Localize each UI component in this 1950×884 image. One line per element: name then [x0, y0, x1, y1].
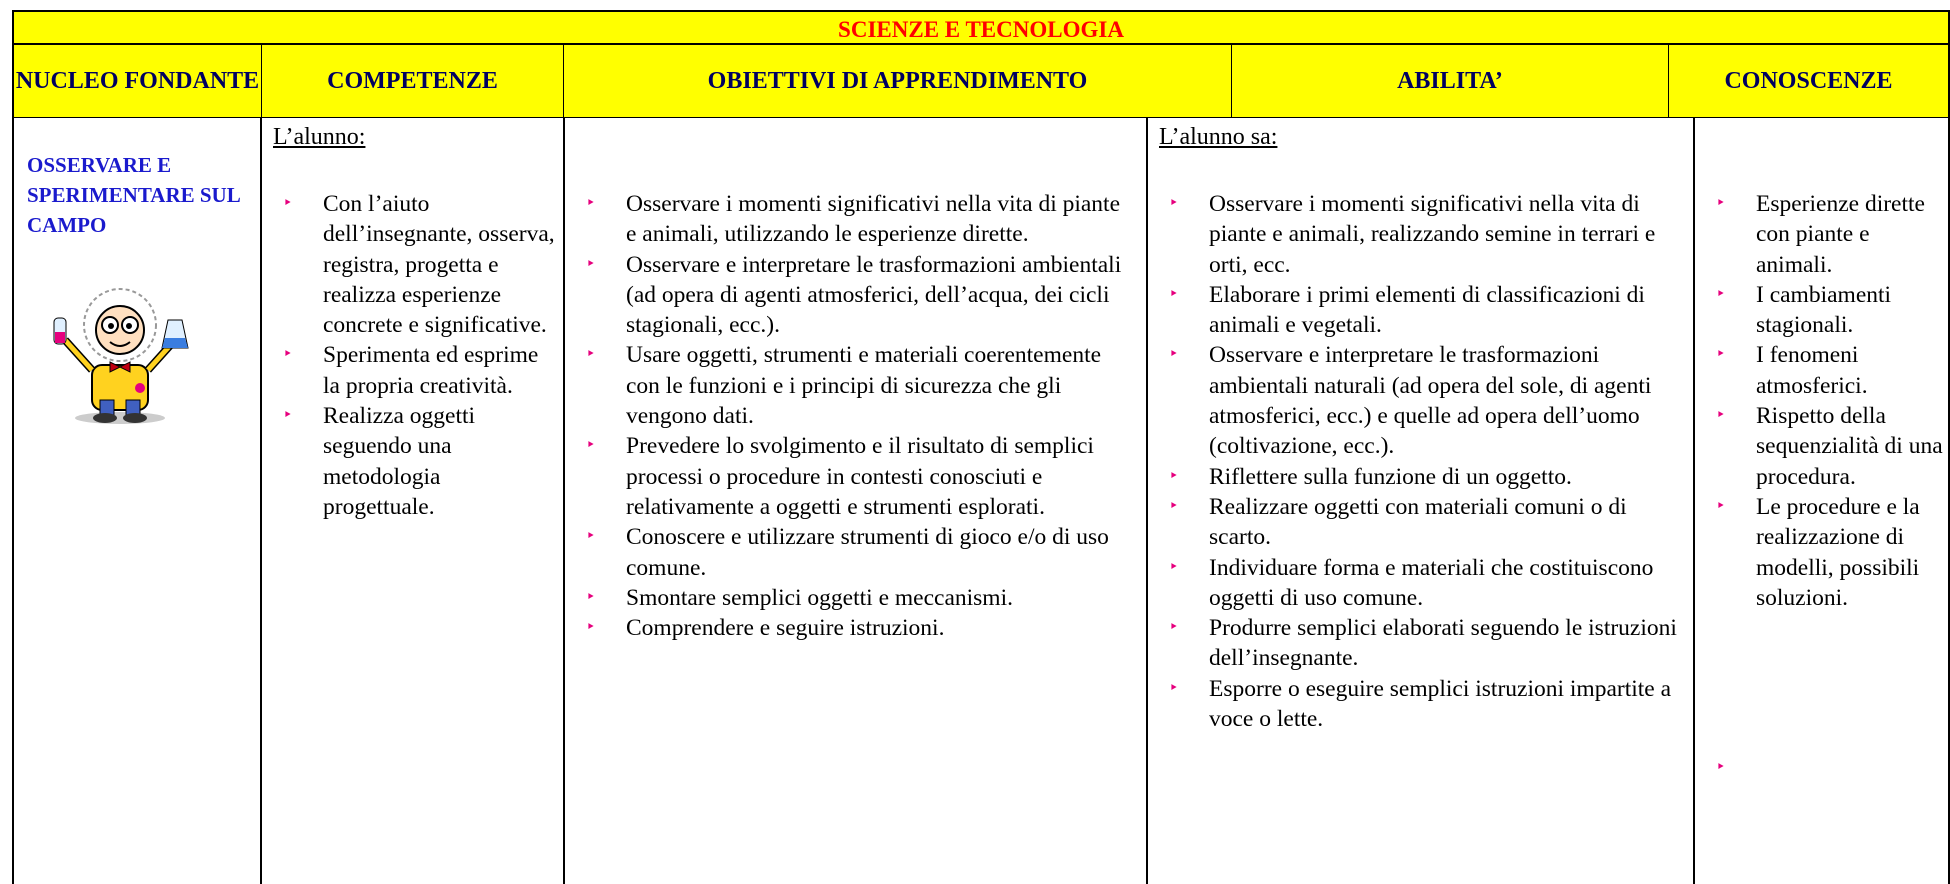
list-item: ‣ I cambiamenti stagionali.	[1716, 280, 1946, 341]
bullet: ‣	[586, 528, 596, 546]
bullet: ‣	[1716, 195, 1726, 212]
column-divider	[563, 117, 565, 884]
abilita-intro: L’alunno sa:	[1159, 124, 1278, 150]
item-text: Osservare e interpretare le trasformazio…	[1209, 342, 1652, 460]
empty-bullet: ‣	[1716, 759, 1726, 776]
competenze-list: ‣ Con l’aiuto dell’insegnante, osserva, r…	[283, 189, 555, 522]
table-body	[12, 117, 1950, 884]
item-text: Sperimenta ed esprime la propria creativ…	[323, 342, 539, 399]
bullet: ‣	[1169, 679, 1179, 697]
list-item: ‣ Elaborare i primi elementi di classific…	[1169, 280, 1689, 341]
bullet: ‣	[1169, 285, 1179, 303]
list-item: ‣ Osservare e interpretare le trasformazi…	[586, 250, 1136, 341]
bullet: ‣	[1716, 407, 1726, 425]
table-title: SCIENZE E TECNOLOGIA	[12, 10, 1950, 45]
list-item: ‣ Osservare i momenti significativi nella…	[586, 189, 1136, 250]
bullet: ‣	[1716, 285, 1726, 303]
bullet: ‣	[1169, 467, 1179, 485]
list-item: ‣ Esperienze dirette con piante e animali…	[1716, 189, 1946, 280]
bullet: ‣	[283, 195, 293, 212]
item-text: Conoscere e utilizzare strumenti di gioc…	[626, 524, 1109, 581]
list-item: ‣ Rispetto della sequenzialità di una pro…	[1716, 401, 1946, 492]
item-text: Osservare i momenti significativi nella …	[1209, 191, 1656, 278]
list-item: ‣ Realizza oggetti seguendo una metodolog…	[283, 401, 555, 522]
item-text: Realizzare oggetti con materiali comuni …	[1209, 493, 1627, 551]
list-item: ‣ Riflettere sulla funzione di un oggetto…	[1169, 462, 1689, 492]
item-text: Riflettere sulla funzione di un oggetto.	[1209, 463, 1572, 490]
item-text: Osservare e interpretare le trasformazio…	[626, 251, 1122, 339]
header-cell: ABILITA’	[1231, 45, 1669, 118]
list-item: ‣ Realizzare oggetti con materiali comuni…	[1169, 492, 1689, 553]
bullet: ‣	[1716, 497, 1726, 515]
bullet: ‣	[1169, 346, 1179, 364]
item-text: Smontare semplici oggetti e meccanismi.	[626, 584, 1013, 611]
item-text: I fenomeni atmosferici.	[1756, 342, 1868, 399]
bullet: ‣	[283, 407, 293, 425]
list-item: ‣ Con l’aiuto dell’insegnante, osserva, r…	[283, 189, 555, 340]
item-text: Comprendere e seguire istruzioni.	[626, 615, 945, 642]
bullet: ‣	[1169, 558, 1179, 576]
bullet: ‣	[1169, 497, 1179, 515]
column-divider	[1693, 117, 1695, 884]
list-item: ‣ Sperimenta ed esprime la propria creati…	[283, 340, 555, 401]
header-cell: NUCLEO FONDANTE	[12, 45, 262, 118]
column-divider	[260, 117, 262, 884]
bullet: ‣	[586, 437, 596, 455]
nucleo-text: OSSERVARE E SPERIMENTARE SUL CAMPO	[27, 153, 240, 237]
header-cell: COMPETENZE	[261, 45, 564, 118]
bullet: ‣	[586, 588, 596, 606]
bullet: ‣	[1169, 195, 1179, 212]
item-text: Rispetto della sequenzialità di una proc…	[1756, 403, 1943, 490]
bullet: ‣	[1716, 346, 1726, 364]
list-item: ‣ Usare oggetti, strumenti e materiali co…	[586, 340, 1136, 431]
list-item: ‣ Osservare e interpretare le trasformazi…	[1169, 340, 1689, 461]
column-divider	[1146, 117, 1148, 884]
scientist-illustration	[53, 288, 189, 424]
obiettivi-list: ‣ Osservare i momenti significativi nella…	[586, 189, 1136, 643]
abilita-list: ‣ Osservare i momenti significativi nella…	[1169, 189, 1689, 735]
competenze-intro: L’alunno:	[273, 124, 366, 150]
bullet: ‣	[586, 255, 596, 273]
conoscenze-list: ‣ Esperienze dirette con piante e animali…	[1716, 189, 1946, 613]
list-item: ‣ Comprendere e seguire istruzioni.	[586, 613, 1136, 643]
item-text: Produrre semplici elaborati seguendo le …	[1209, 615, 1677, 672]
list-item: ‣ Prevedere lo svolgimento e il risultato…	[586, 431, 1136, 522]
bullet: ‣	[586, 619, 596, 637]
bullet: ‣	[283, 346, 293, 364]
item-text: Usare oggetti, strumenti e materiali coe…	[626, 342, 1102, 430]
list-item: ‣ Esporre o eseguire semplici istruzioni …	[1169, 674, 1689, 735]
list-item: ‣ Osservare i momenti significativi nella…	[1169, 189, 1689, 280]
item-text: Elaborare i primi elementi di classifica…	[1209, 281, 1645, 339]
list-item: ‣ Smontare semplici oggetti e meccanismi.	[586, 583, 1136, 613]
item-text: Realizza oggetti seguendo una metodologi…	[323, 403, 476, 520]
item-text: Esperienze dirette con piante e animali.	[1756, 191, 1925, 278]
list-item: ‣ Le procedure e la realizzazione di mode…	[1716, 492, 1946, 613]
bullet: ‣	[1169, 619, 1179, 637]
item-text: Individuare forma e materiali che costit…	[1209, 554, 1654, 611]
list-item: ‣ Individuare forma e materiali che costi…	[1169, 553, 1689, 614]
item-text: Con l’aiuto dell’insegnante, osserva, re…	[323, 191, 555, 339]
list-item: ‣ Produrre semplici elaborati seguendo le…	[1169, 613, 1689, 674]
item-text: Le procedure e la realizzazione di model…	[1756, 493, 1920, 611]
item-text: I cambiamenti stagionali.	[1756, 281, 1892, 339]
item-text: Esporre o eseguire semplici istruzioni i…	[1209, 675, 1672, 733]
list-item: ‣ Conoscere e utilizzare strumenti di gio…	[586, 522, 1136, 583]
bullet: ‣	[586, 195, 596, 212]
item-text: Osservare i momenti significativi nella …	[626, 191, 1121, 248]
list-item: ‣ I fenomeni atmosferici.	[1716, 340, 1946, 401]
header-cell: OBIETTIVI DI APPRENDIMENTO	[563, 45, 1232, 118]
bullet: ‣	[586, 346, 596, 364]
item-text: Prevedere lo svolgimento e il risultato …	[626, 433, 1094, 520]
header-cell: CONOSCENZE	[1668, 45, 1950, 118]
